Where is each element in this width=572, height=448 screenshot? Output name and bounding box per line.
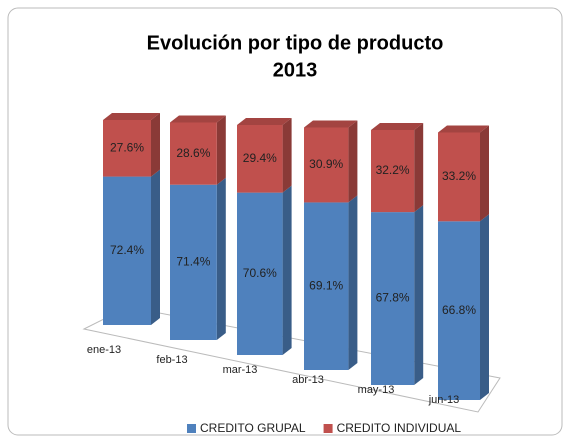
bar-segment — [170, 122, 217, 185]
legend-swatch — [323, 424, 333, 433]
data-label: 70.6% — [243, 266, 277, 280]
bar-side — [216, 177, 226, 340]
data-label: 72.4% — [110, 243, 144, 257]
bar-side — [348, 195, 358, 370]
chart-title: 2013 — [273, 59, 318, 81]
bar-side — [480, 214, 489, 400]
bar-segment — [237, 125, 283, 193]
chart-title: Evolución por tipo de producto — [147, 32, 444, 54]
bar-side — [151, 169, 160, 325]
x-tick-label: ene-13 — [87, 344, 121, 356]
bar-segment — [103, 120, 151, 177]
bar-top — [371, 123, 424, 130]
data-label: 33.2% — [442, 169, 476, 183]
bar-side — [348, 120, 358, 203]
bar-side — [414, 205, 424, 385]
x-tick-label: feb-13 — [156, 354, 187, 366]
data-label: 29.4% — [243, 151, 277, 165]
data-label: 71.4% — [176, 255, 210, 269]
bar-segment — [170, 184, 217, 340]
bar-side — [480, 125, 489, 222]
bar-top — [438, 125, 489, 133]
data-label: 32.2% — [376, 163, 410, 177]
bar-side — [151, 113, 160, 177]
bar-segment — [371, 130, 415, 213]
bar-side — [282, 185, 292, 355]
data-label: 27.6% — [110, 140, 144, 154]
bar-side — [282, 118, 292, 193]
bar-segment — [304, 127, 349, 203]
bar-side — [216, 115, 226, 185]
bar-top — [170, 115, 226, 123]
bar-segment — [103, 176, 151, 325]
data-label: 69.1% — [309, 278, 343, 292]
x-tick-label: mar-13 — [223, 364, 258, 376]
x-tick-label: may-13 — [358, 384, 395, 396]
bar-top — [237, 118, 292, 125]
bar-segment — [438, 221, 480, 400]
bar-segment — [237, 192, 283, 355]
data-label: 67.8% — [376, 291, 410, 305]
bar-top — [304, 120, 358, 128]
x-tick-label: jun-13 — [428, 394, 460, 406]
bar-segment — [371, 212, 415, 385]
bar-top — [103, 113, 160, 120]
legend-swatch — [187, 424, 196, 433]
data-label: 28.6% — [176, 146, 210, 160]
legend-label: CREDITO INDIVIDUAL — [337, 421, 462, 435]
legend-label: CREDITO GRUPAL — [200, 421, 306, 435]
x-tick-label: abr-13 — [292, 374, 324, 386]
bar-segment — [438, 132, 480, 222]
bar-side — [414, 123, 424, 213]
bar-segment — [304, 202, 349, 370]
data-label: 30.9% — [309, 157, 343, 171]
data-label: 66.8% — [442, 303, 476, 317]
